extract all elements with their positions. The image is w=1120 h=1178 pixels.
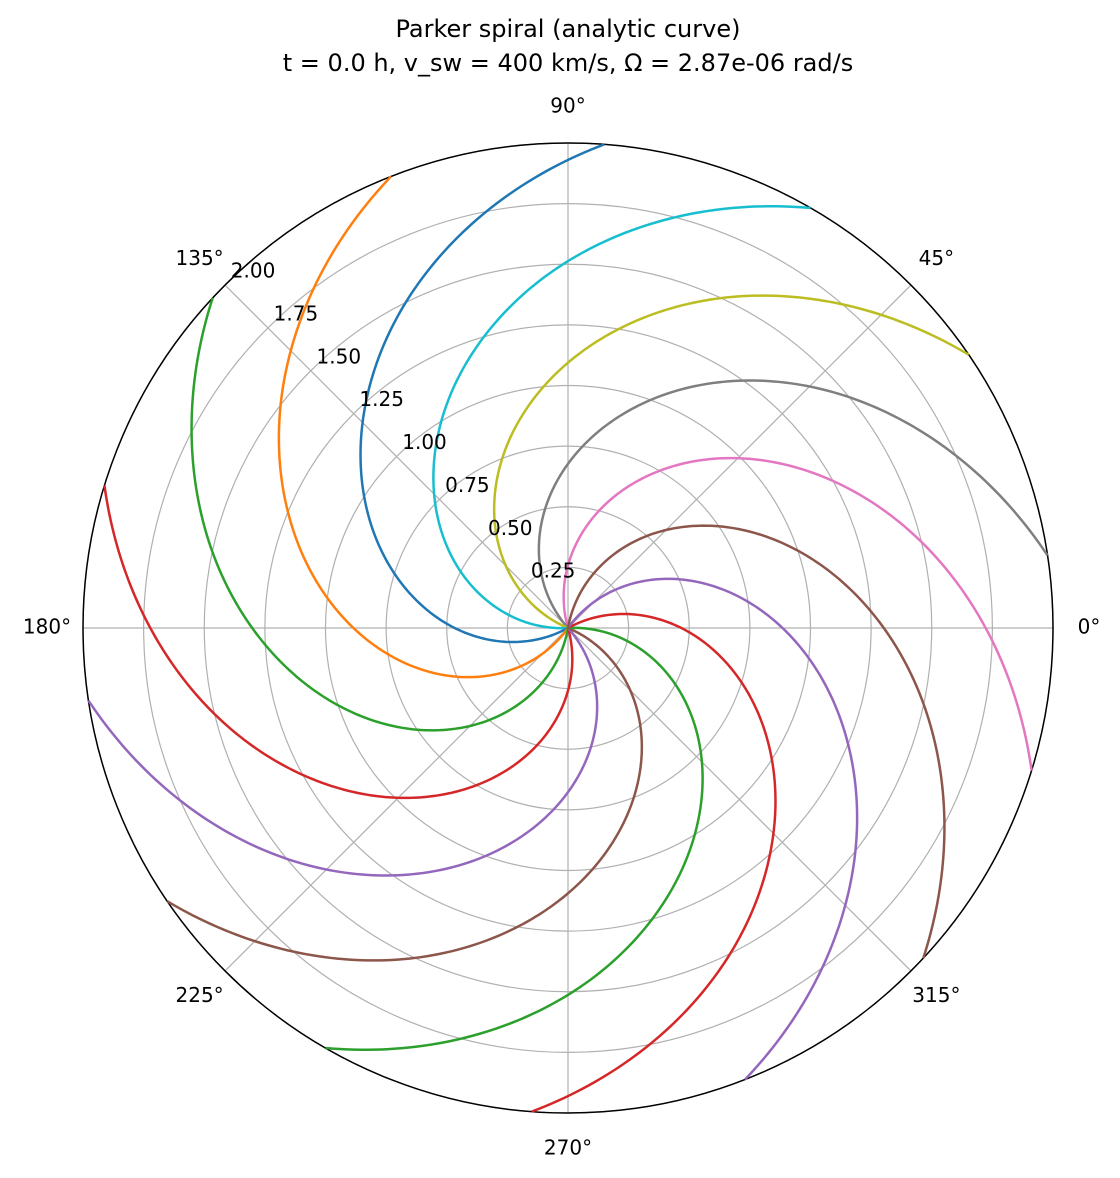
r-tick-label: 0.75 <box>445 473 490 497</box>
spiral-line <box>277 175 570 679</box>
spiral-line <box>562 456 1033 771</box>
theta-tick-label: 315° <box>912 983 960 1007</box>
theta-tick-label: 135° <box>176 246 224 270</box>
r-grid-circle <box>324 384 812 872</box>
spiral-line <box>492 294 970 630</box>
spiral-line <box>566 577 859 1081</box>
r-grid-circle <box>203 263 933 993</box>
r-tick-label: 1.50 <box>317 344 362 368</box>
theta-tick-label: 180° <box>23 615 71 639</box>
grid <box>82 142 1054 1114</box>
theta-tick-label: 45° <box>919 246 954 270</box>
polar-spine <box>82 142 1054 1114</box>
theta-tick-label: 270° <box>544 1136 592 1160</box>
chart-title: Parker spiral (analytic curve) <box>396 15 741 43</box>
theta-tick-label: 90° <box>550 94 585 118</box>
spiral-line <box>190 297 570 732</box>
chart-subtitle: t = 0.0 h, v_sw = 400 km/s, Ω = 2.87e-06… <box>283 49 853 77</box>
theta-tick-label: 225° <box>176 983 224 1007</box>
spiral-line <box>531 612 777 1113</box>
r-tick-label: 1.25 <box>359 387 404 411</box>
spiral-line <box>166 626 644 962</box>
plot-area <box>87 143 1049 1113</box>
spiral-line <box>432 204 811 630</box>
spiral-line <box>325 626 704 1052</box>
spiral-line <box>103 485 574 800</box>
r-tick-label: 0.25 <box>531 559 576 583</box>
spiral-line <box>87 627 599 877</box>
spiral-line <box>566 524 946 959</box>
r-grid-circle <box>446 506 690 750</box>
r-tick-label: 0.50 <box>488 516 533 540</box>
r-tick-label: 1.00 <box>402 430 447 454</box>
r-tick-label: 2.00 <box>231 259 276 283</box>
r-grid-circle <box>143 203 993 1053</box>
theta-tick-label: 0° <box>1078 615 1101 639</box>
spiral-line <box>359 143 605 644</box>
labels: 0° 45° 90° 135° 180° 225° 270° 315° 0.25 0.50 0.75… <box>23 94 1100 1160</box>
spiral-line <box>537 379 1049 629</box>
r-grid-circle <box>385 445 751 811</box>
r-grid-circle <box>264 324 872 932</box>
r-tick-label: 1.75 <box>274 301 319 325</box>
